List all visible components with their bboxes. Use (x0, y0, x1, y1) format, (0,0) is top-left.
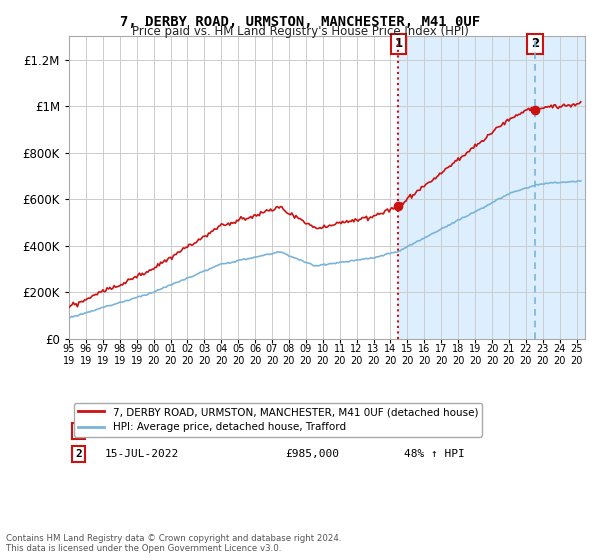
Text: Contains HM Land Registry data © Crown copyright and database right 2024.
This d: Contains HM Land Registry data © Crown c… (6, 534, 341, 553)
Text: 7, DERBY ROAD, URMSTON, MANCHESTER, M41 0UF: 7, DERBY ROAD, URMSTON, MANCHESTER, M41 … (120, 15, 480, 29)
Text: 2: 2 (531, 38, 539, 50)
Text: 20-JUN-2014: 20-JUN-2014 (105, 426, 179, 436)
Text: 15-JUL-2022: 15-JUL-2022 (105, 449, 179, 459)
Bar (535, 36, 585, 339)
Text: 53% ↑ HPI: 53% ↑ HPI (404, 426, 465, 436)
Text: Price paid vs. HM Land Registry's House Price Index (HPI): Price paid vs. HM Land Registry's House … (131, 25, 469, 38)
Text: 2: 2 (75, 449, 82, 459)
Text: £570,000: £570,000 (286, 426, 340, 436)
Text: 1: 1 (394, 38, 403, 50)
Text: 1: 1 (75, 426, 82, 436)
Bar (398, 36, 535, 339)
Text: 48% ↑ HPI: 48% ↑ HPI (404, 449, 465, 459)
Text: £985,000: £985,000 (286, 449, 340, 459)
Legend: 7, DERBY ROAD, URMSTON, MANCHESTER, M41 0UF (detached house), HPI: Average price: 7, DERBY ROAD, URMSTON, MANCHESTER, M41 … (74, 403, 482, 436)
